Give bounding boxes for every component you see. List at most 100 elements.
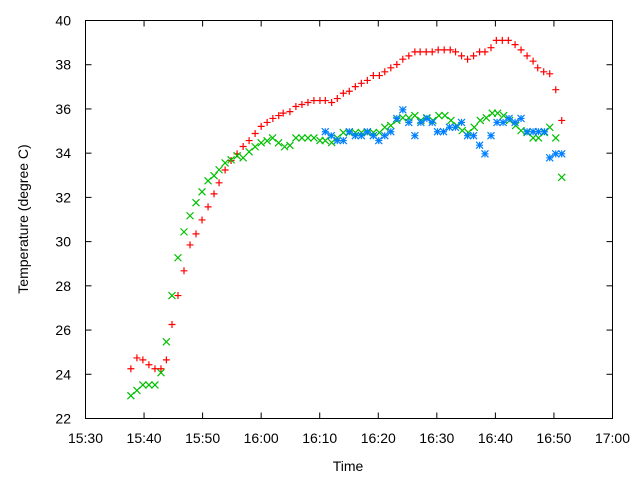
x-tick-label: 16:00 — [244, 430, 279, 446]
series-1-point — [275, 112, 283, 120]
series-2-point — [233, 151, 242, 160]
series-1-point — [157, 365, 165, 373]
series-1-point — [286, 108, 294, 116]
series-1-point — [145, 361, 153, 369]
series-2-point — [192, 198, 200, 207]
series-2-point — [239, 153, 248, 162]
y-tick-label: 24 — [55, 366, 71, 382]
series-3-point — [487, 131, 495, 140]
tick-labels: 15:30 15:40 15:50 16:00 16:10 16:20 16:30 16:40… — [55, 13, 630, 447]
series-1-point — [458, 52, 466, 60]
series-1-point — [558, 116, 566, 124]
series-3-point — [523, 127, 531, 136]
series-1-point — [511, 41, 519, 49]
series-3-point — [445, 123, 454, 132]
series-3-point — [386, 127, 395, 136]
series-3-point — [511, 118, 519, 127]
series-3-point — [505, 114, 513, 123]
y-tick-label: 34 — [55, 145, 71, 161]
series-3-point — [339, 136, 348, 145]
series-2-point — [274, 138, 283, 147]
series-1-point — [534, 64, 542, 72]
y-tick-label: 36 — [55, 101, 71, 117]
plot-border — [85, 20, 613, 419]
series-2-point — [470, 123, 479, 132]
series-2-point — [304, 133, 312, 142]
series-1-point — [292, 103, 300, 111]
series-1-point — [529, 57, 537, 65]
series-3-point — [422, 114, 431, 123]
y-tick-label: 32 — [55, 189, 71, 205]
series-1-point — [446, 46, 454, 54]
series-3-point — [463, 131, 472, 140]
series-3-point — [557, 149, 566, 158]
series-1-point — [174, 292, 182, 300]
series-1-point — [198, 216, 206, 224]
series-2-point — [557, 173, 566, 182]
y-axis-label: Temperature (degree C) — [15, 144, 31, 293]
series-3-point — [457, 118, 466, 127]
series-1-point — [263, 118, 271, 126]
x-axis-label: Time — [333, 458, 364, 474]
series-1-point — [298, 101, 306, 109]
series-2-point — [174, 253, 182, 262]
series-1-point — [470, 52, 478, 60]
series-2-point — [227, 155, 235, 164]
y-tick-label: 30 — [55, 234, 71, 250]
series-2-point — [180, 227, 188, 236]
series-1-point — [269, 114, 277, 122]
series-2-point — [204, 176, 212, 185]
series-3-point — [493, 118, 501, 127]
series-1-point — [162, 356, 170, 364]
series-2-point — [297, 133, 306, 142]
series-1-point — [540, 68, 548, 76]
series-2-point — [493, 109, 502, 118]
series-3-point — [428, 118, 437, 127]
series-3-point — [351, 131, 360, 140]
series-2-point — [210, 171, 218, 180]
series-3-point — [451, 123, 460, 132]
x-tick-label: 16:50 — [536, 430, 571, 446]
y-tick-label: 28 — [55, 278, 71, 294]
series-3-point — [534, 127, 543, 136]
x-tick-label: 16:10 — [302, 430, 337, 446]
series-1-point — [393, 61, 401, 69]
x-tick-label: 16:30 — [419, 430, 454, 446]
series-1-point — [422, 48, 430, 56]
series-1-point — [133, 354, 141, 362]
series-1-point — [428, 48, 436, 56]
series-1-point — [504, 36, 512, 44]
series-3-point — [529, 127, 538, 136]
series-1-point — [333, 95, 341, 103]
series-1-point — [345, 87, 353, 95]
series-3-point — [481, 149, 489, 158]
series-2-point — [168, 291, 176, 300]
series-2-point — [447, 116, 455, 125]
series-2-point — [476, 116, 485, 125]
series-2-point — [482, 113, 491, 122]
series-3-point — [433, 127, 442, 136]
series-1 — [127, 36, 566, 373]
series-3-point — [540, 127, 549, 136]
series-1-point — [434, 46, 442, 54]
series-2-point — [291, 133, 300, 142]
series-1-point — [357, 79, 365, 87]
series-3-point — [545, 153, 554, 162]
series-3-point — [333, 136, 342, 145]
series-1-point — [221, 166, 229, 174]
series-3-point — [345, 127, 354, 136]
series-3-point — [363, 127, 372, 136]
series-2-point — [215, 165, 223, 174]
series-1-point — [481, 48, 489, 56]
series-1-point — [464, 55, 472, 63]
series-2-point — [410, 111, 419, 120]
series-1-point — [369, 72, 377, 80]
x-tick-label: 16:40 — [478, 430, 513, 446]
series-1-point — [310, 97, 318, 105]
series-2-point — [545, 123, 554, 132]
series-1-point — [487, 44, 495, 52]
series-1-point — [139, 356, 147, 364]
series-2-point — [186, 211, 194, 220]
series-1-point — [239, 143, 247, 151]
